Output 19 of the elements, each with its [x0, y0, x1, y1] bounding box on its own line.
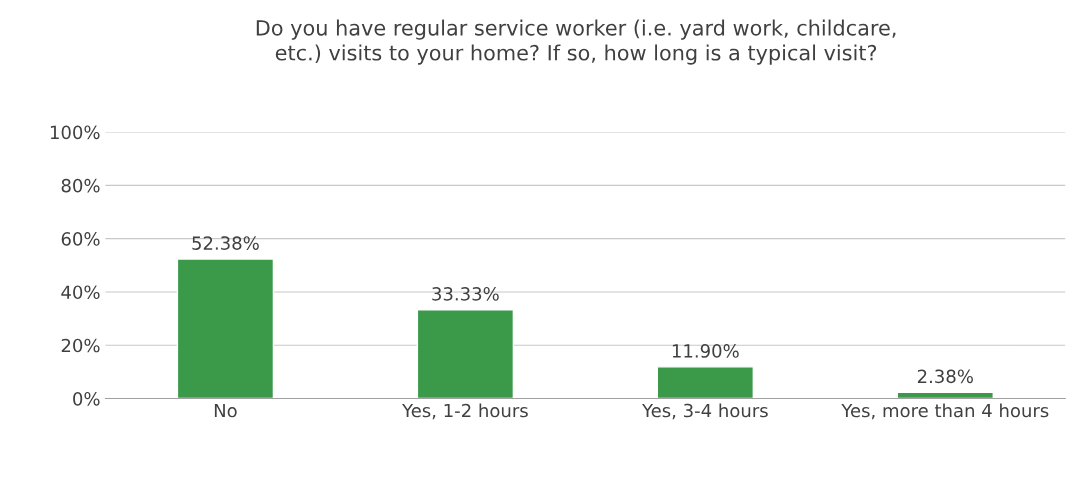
y-tick-label: 60%	[61, 232, 100, 246]
x-tick-label: No	[214, 403, 237, 418]
y-tick-label: 40%	[61, 285, 100, 300]
bar	[416, 309, 515, 399]
y-tick-label: 80%	[61, 178, 100, 193]
x-tick-label: Yes, more than 4 hours	[841, 403, 1049, 420]
bar	[176, 258, 275, 399]
data-label: 33.33%	[432, 287, 499, 301]
y-tick-label: 20%	[61, 338, 100, 353]
data-label: 2.38%	[917, 369, 973, 384]
chart-title: Do you have regular service worker (i.e. yard work, childcare, etc.) visits to your home? If so, how long is a typical visit?	[256, 19, 896, 65]
x-tick-label: Yes, 1-2 hours	[402, 403, 528, 420]
data-label: 52.38%	[192, 236, 259, 250]
bar	[896, 391, 994, 399]
bar	[656, 366, 755, 399]
x-tick-label: Yes, 3-4 hours	[641, 403, 768, 420]
y-tick-label: 100%	[50, 125, 100, 140]
y-tick-label: 0%	[73, 391, 100, 406]
data-label: 11.90%	[672, 344, 739, 358]
